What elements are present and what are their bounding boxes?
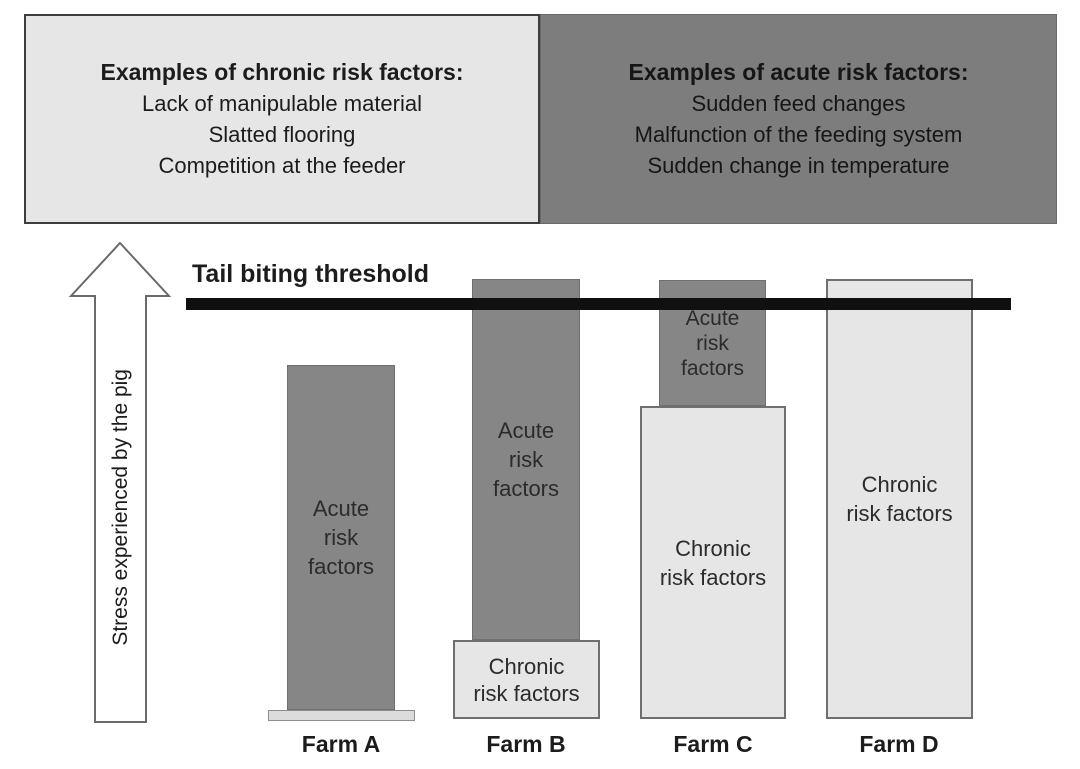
farmD-label: Farm D [859,731,939,757]
up-arrow-icon [68,241,172,723]
threshold-line [186,298,1011,310]
farmC-label: Farm C [673,731,753,757]
acute-example-item: Sudden change in temperature [647,153,950,178]
acute-examples-title: Examples of acute risk factors: [628,59,969,85]
chronic-example-item: Slatted flooring [208,122,356,147]
farmA-chronic-base-strip [268,710,415,721]
farmA-acute-bar: Acute risk factors [287,365,395,710]
acute-example-item: Sudden feed changes [691,91,906,116]
farmB-acute-bar-label: Acute risk factors [492,418,560,501]
farmB-chronic-bar: Chronic risk factors [453,640,600,719]
chronic-examples-title: Examples of chronic risk factors: [100,59,464,85]
farmB-label: Farm B [486,731,566,757]
chronic-risk-examples-box: Examples of chronic risk factors: Lack o… [24,14,540,224]
farmC-chronic-bar-label: Chronic risk factors [659,535,767,590]
farmD-chronic-bar: Chronic risk factors [826,279,973,719]
farmC-chronic-bar: Chronic risk factors [640,406,786,719]
farmB-chronic-bar-label: Chronic risk factors [473,653,580,706]
acute-risk-examples-box: Examples of acute risk factors: Sudden f… [540,14,1057,224]
stress-axis-label: Stress experienced by the pig [108,368,132,646]
acute-example-item: Malfunction of the feeding system [634,122,963,147]
farmD-chronic-bar-label: Chronic risk factors [846,472,953,526]
farmC-acute-bar-label: Acute risk factors [680,306,745,380]
stress-axis: Stress experienced by the pig [95,296,146,718]
farmA-acute-bar-label: Acute risk factors [307,496,375,579]
chronic-example-item: Lack of manipulable material [141,91,423,116]
farmB-acute-bar: Acute risk factors [472,279,580,640]
threshold-label: Tail biting threshold [192,260,430,288]
farmA-label: Farm A [301,731,381,757]
chronic-example-item: Competition at the feeder [158,153,406,178]
